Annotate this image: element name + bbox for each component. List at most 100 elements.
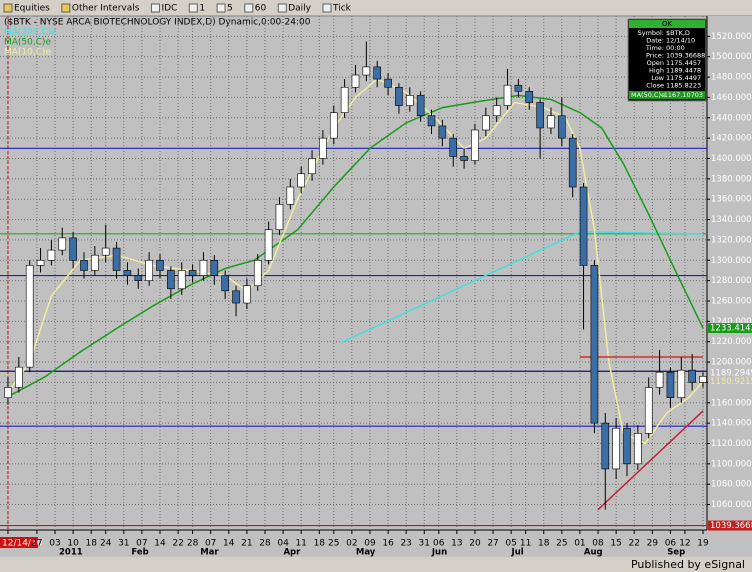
candle-body: [167, 270, 175, 290]
toolbar-button[interactable]: Daily: [288, 4, 311, 14]
info-header: [629, 20, 705, 28]
candle-body: [688, 369, 696, 383]
legend-entry: MA(50,C)e: [4, 38, 52, 48]
info-value: 1175.4497: [666, 74, 701, 82]
candle-body: [644, 387, 653, 434]
ma-line: [7, 78, 704, 445]
y-tick-label: 1480.0000: [711, 73, 752, 83]
toolbar-button[interactable]: 5: [227, 4, 233, 14]
toolbar-button[interactable]: Tick: [332, 4, 352, 14]
y-tick-label: 1260.0000: [711, 296, 752, 306]
x-tick-label: 01: [574, 539, 585, 549]
candle-body: [286, 186, 295, 205]
candle-body: [503, 84, 512, 106]
candle-body: [221, 275, 229, 292]
value-label: 1039.36688: [710, 521, 752, 531]
month-label: May: [356, 548, 376, 558]
info-label: High: [649, 67, 664, 75]
toolbar-icon: [61, 3, 71, 13]
candle-body: [471, 129, 479, 161]
y-tick-label: 1140.0000: [711, 419, 752, 429]
y-tick-label: 1120.0000: [711, 439, 752, 449]
x-tick-label: 07: [205, 539, 216, 549]
info-value: 1039.36688: [666, 52, 705, 60]
info-header-text: OK: [662, 20, 673, 28]
y-tick-label: 1160.0000: [711, 398, 752, 408]
candle-body: [590, 265, 599, 424]
y-tick-label: 1520.0000: [711, 32, 752, 42]
toolbar-icon: [150, 3, 160, 13]
x-tick-label: 16: [382, 539, 394, 549]
toolbar-button[interactable]: Other Intervals: [72, 4, 140, 14]
toolbar-button[interactable]: Equities: [14, 4, 50, 14]
info-ma-row: [629, 91, 705, 99]
candle-body: [156, 259, 164, 271]
x-tick-label: 31: [419, 539, 430, 549]
y-tick-label: 1200.0000: [711, 358, 752, 368]
x-tick-label: 18: [314, 539, 326, 549]
candle-body: [405, 95, 414, 106]
candle-body: [438, 125, 447, 139]
candle-body: [362, 66, 371, 76]
candle-body: [199, 259, 208, 276]
candle-body: [384, 78, 392, 88]
candle-body: [601, 422, 610, 470]
candle-body: [188, 270, 197, 276]
candle-body: [210, 259, 219, 276]
month-label: Aug: [584, 548, 603, 558]
legend-entry: MA(200,C)e: [4, 28, 57, 38]
x-tick-label: 05: [505, 539, 516, 549]
info-label: MA(50,C)e: [631, 91, 665, 99]
toolbar-icon: [244, 3, 254, 13]
y-tick-label: 1240.0000: [711, 317, 752, 327]
footer-bar: [0, 557, 752, 572]
month-label: 2011: [59, 548, 83, 558]
x-tick-label: 28: [259, 539, 271, 549]
x-tick-label: 27: [31, 539, 42, 549]
y-tick-label: 1220.0000: [711, 337, 752, 347]
info-value: $BTK,D: [666, 29, 690, 37]
y-tick-label: 1060.0000: [711, 500, 752, 510]
trend-line: [597, 410, 704, 511]
value-label-box: [708, 323, 752, 334]
candle-body: [297, 173, 305, 188]
y-tick-label: 1380.0000: [711, 174, 752, 184]
x-tick-label: 22: [629, 539, 640, 549]
value-label-box: [708, 520, 752, 531]
candle-body: [351, 74, 360, 88]
toolbar-button[interactable]: IDC: [161, 4, 177, 14]
candle-body: [373, 66, 382, 80]
x-tick-label: 18: [85, 539, 97, 549]
candle-body: [177, 270, 186, 290]
x-tick-label: 08: [592, 539, 604, 549]
candle-body: [612, 427, 620, 470]
x-tick-label: 15: [610, 539, 621, 549]
month-label: Jul: [511, 548, 524, 558]
value-label: 1233.41436: [710, 324, 752, 334]
candle-body: [319, 137, 327, 159]
x-tick-label: 31: [118, 539, 129, 549]
toolbar-button[interactable]: 60: [255, 4, 267, 14]
info-value: 12/14/10: [666, 37, 695, 45]
candle-body: [677, 369, 686, 398]
x-tick-label: 14: [154, 539, 166, 549]
candle-body: [427, 115, 436, 127]
month-label: Feb: [131, 548, 148, 558]
toolbar-button[interactable]: 1: [199, 4, 205, 14]
x-tick-label: 11: [520, 539, 531, 549]
candle-body: [536, 102, 544, 129]
candle-body: [579, 186, 588, 266]
chart-title: ($BTK - NYSE ARCA BIOTECHNOLOGY INDEX,D)…: [4, 18, 311, 28]
info-value: 1189.4478: [666, 67, 701, 75]
y-tick-label: 1360.0000: [711, 195, 752, 205]
x-tick-label: 06: [433, 539, 445, 549]
toolbar-icon: [216, 3, 226, 13]
x-tick-label: 10: [67, 539, 79, 549]
x-tick-label: 11: [295, 539, 306, 549]
info-value: 1175.4457: [666, 59, 701, 67]
candle-body: [112, 247, 121, 271]
candle-body: [145, 259, 153, 281]
